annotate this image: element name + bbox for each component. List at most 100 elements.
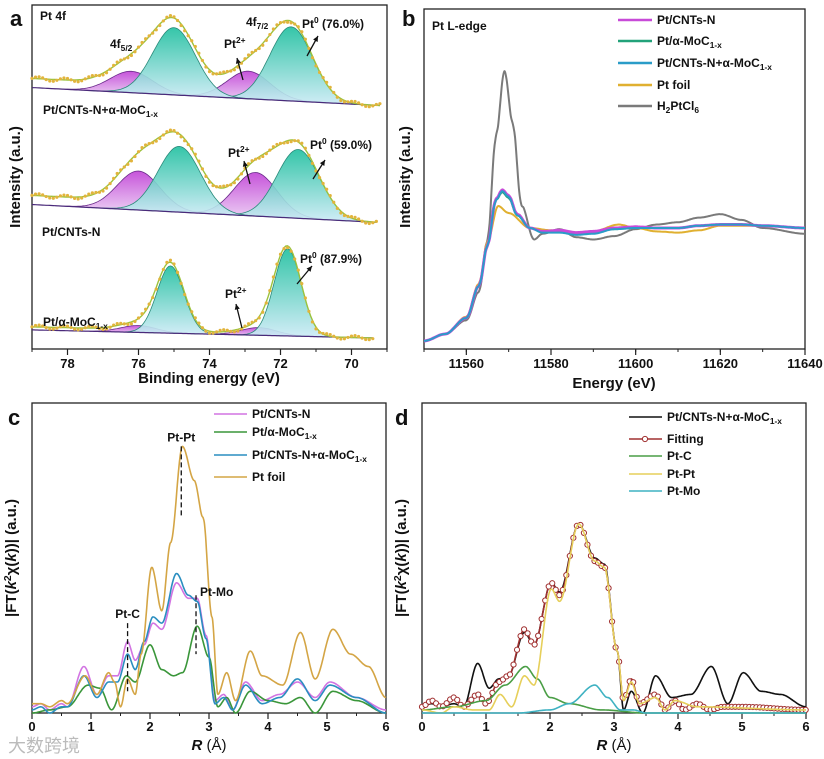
series-line xyxy=(422,523,806,714)
x-tick-label: 1 xyxy=(482,719,489,734)
data-point xyxy=(133,154,137,159)
x-axis-label: R (Å) xyxy=(191,737,226,754)
x-tick-label: 11560 xyxy=(449,356,484,371)
data-point xyxy=(154,28,158,32)
data-point xyxy=(307,309,311,313)
data-point xyxy=(278,141,283,145)
data-point xyxy=(83,194,87,198)
data-point xyxy=(175,270,180,274)
data-point xyxy=(218,328,222,332)
data-point xyxy=(342,213,346,218)
series-line xyxy=(31,572,387,714)
data-point xyxy=(332,200,336,204)
data-point xyxy=(44,194,48,199)
data-point xyxy=(94,325,98,329)
panel-a-xps-chart: 78 76 74 72 70 a Pt 4f Binding energy (eV) Inten… xyxy=(7,4,388,387)
x-tick-label: 11580 xyxy=(533,356,568,371)
x-tick-label: 78 xyxy=(60,356,74,371)
data-point xyxy=(147,34,151,38)
data-point xyxy=(264,301,268,305)
data-point xyxy=(278,252,283,256)
data-point xyxy=(140,312,144,316)
x-tick-label: 76 xyxy=(131,356,145,371)
data-point xyxy=(293,139,297,143)
data-point xyxy=(51,196,55,200)
xps-spectrum-row xyxy=(30,14,382,109)
data-point xyxy=(115,60,119,64)
data-point xyxy=(122,57,126,61)
data-point xyxy=(317,330,322,334)
data-point xyxy=(346,214,350,218)
data-point xyxy=(158,23,162,28)
data-point xyxy=(275,262,279,266)
data-point xyxy=(229,183,233,187)
data-point xyxy=(317,176,322,180)
data-point xyxy=(286,246,290,250)
data-point xyxy=(183,29,187,33)
data-point xyxy=(104,327,109,331)
data-point xyxy=(371,104,375,108)
data-point xyxy=(58,325,63,329)
data-point xyxy=(122,322,126,326)
data-point xyxy=(108,181,112,186)
data-point xyxy=(257,156,261,160)
legend-label: H2PtCl6 xyxy=(657,99,699,115)
data-point xyxy=(296,139,300,143)
data-point xyxy=(33,75,38,79)
data-point xyxy=(357,334,361,339)
data-point xyxy=(243,57,247,61)
fit-marker xyxy=(538,615,545,623)
data-point xyxy=(76,197,80,201)
data-point xyxy=(168,14,173,18)
data-point xyxy=(119,58,123,62)
data-point xyxy=(222,328,226,332)
data-point xyxy=(154,139,158,143)
data-point xyxy=(271,145,275,149)
data-point xyxy=(122,165,126,169)
legend-label: Pt/CNTs-N+α-MoC1-x xyxy=(657,56,772,72)
legend-label: Fitting xyxy=(667,432,704,446)
data-point xyxy=(97,190,102,194)
data-point xyxy=(357,217,361,221)
data-point xyxy=(104,186,109,190)
data-point xyxy=(289,140,293,144)
arrowhead-icon xyxy=(313,36,318,42)
data-point xyxy=(161,267,165,272)
data-point xyxy=(193,316,197,320)
data-point xyxy=(328,85,332,89)
data-point xyxy=(197,159,201,163)
data-point xyxy=(190,39,194,43)
data-point xyxy=(161,133,165,137)
baseline-line xyxy=(31,87,380,107)
baseline-line xyxy=(31,203,377,223)
data-point xyxy=(271,275,275,279)
data-point xyxy=(62,324,66,328)
series-line xyxy=(423,190,805,342)
data-point xyxy=(58,77,63,81)
data-point xyxy=(261,43,265,47)
pt0-percentage-label: Pt0 (59.0%) xyxy=(310,136,372,152)
data-point xyxy=(83,77,87,81)
data-point xyxy=(371,221,375,225)
label-4f72: 4f7/2 xyxy=(246,15,269,31)
data-point xyxy=(349,99,354,103)
data-point xyxy=(367,221,371,226)
data-point xyxy=(342,100,346,104)
data-point xyxy=(321,181,325,186)
fit-marker xyxy=(556,592,563,599)
data-point xyxy=(193,44,197,49)
fit-marker xyxy=(510,661,517,668)
data-point xyxy=(48,79,52,83)
pt0-percentage-label: Pt0 (87.9%) xyxy=(300,250,362,266)
data-point xyxy=(158,136,162,141)
arrowhead-icon xyxy=(319,160,325,166)
data-point xyxy=(112,176,116,180)
data-point xyxy=(232,330,236,334)
data-point xyxy=(325,80,329,84)
legend-label: Pt-Pt xyxy=(667,467,695,481)
data-point xyxy=(158,277,162,281)
data-point xyxy=(275,23,279,27)
legend-label: Pt/CNTs-N xyxy=(657,13,715,27)
x-tick-label: 11620 xyxy=(703,356,738,371)
data-point xyxy=(62,193,66,197)
